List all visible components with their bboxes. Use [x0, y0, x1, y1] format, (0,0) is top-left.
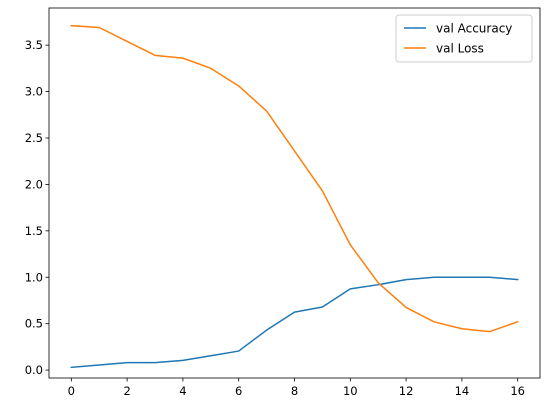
- x-tick-label: 10: [343, 384, 358, 398]
- x-tick-label: 2: [123, 384, 130, 398]
- x-tick-label: 0: [68, 384, 75, 398]
- y-tick-label: 0.5: [25, 317, 43, 331]
- y-tick-label: 1.0: [25, 270, 43, 284]
- x-tick-label: 16: [510, 384, 525, 398]
- x-tick-label: 4: [179, 384, 186, 398]
- y-tick-label: 3.0: [25, 85, 43, 99]
- y-tick-label: 3.5: [25, 38, 43, 52]
- y-tick-label: 0.0: [25, 363, 43, 377]
- y-tick-label: 2.0: [25, 177, 43, 191]
- legend-label: val Accuracy: [436, 22, 512, 36]
- x-tick-label: 8: [291, 384, 298, 398]
- legend-label: val Loss: [436, 42, 484, 56]
- x-tick-label: 6: [235, 384, 242, 398]
- x-tick-label: 12: [399, 384, 414, 398]
- x-tick-label: 14: [455, 384, 470, 398]
- y-tick-label: 1.5: [25, 224, 43, 238]
- y-tick-label: 2.5: [25, 131, 43, 145]
- legend: val Accuracy val Loss: [396, 15, 532, 62]
